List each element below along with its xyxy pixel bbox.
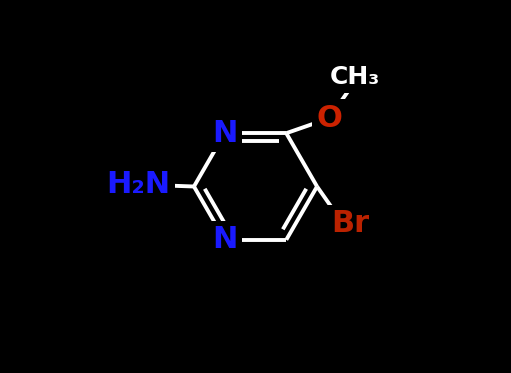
Text: H₂N: H₂N (106, 170, 170, 199)
Text: O: O (316, 104, 342, 133)
Text: N: N (212, 225, 238, 254)
Text: N: N (212, 119, 238, 148)
Text: CH₃: CH₃ (330, 65, 380, 89)
Text: Br: Br (332, 209, 369, 238)
